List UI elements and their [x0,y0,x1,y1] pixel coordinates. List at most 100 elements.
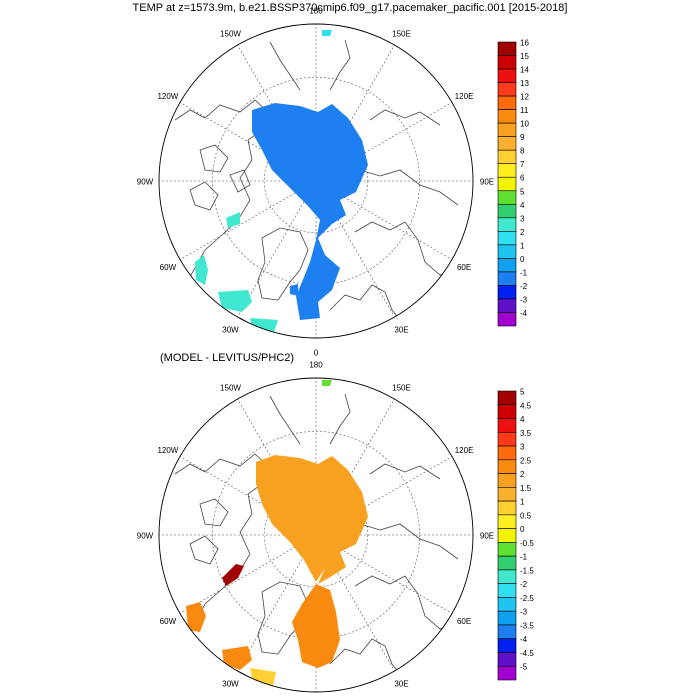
longitude-label: 150E [392,29,411,38]
top-map-boundary [158,23,474,339]
top-longitude-labels: 180 150E 120E 90E 60E 30E 0 30W 60W 90W 120W 150W [137,7,494,358]
colorbar-swatch [497,41,517,56]
top-region-central-arctic [252,103,368,320]
colorbar-swatch [497,514,517,529]
colorbar-swatch [497,555,517,571]
longitude-label: 90E [480,532,494,541]
colorbar-swatch [497,271,517,286]
colorbar-swatch [497,404,517,419]
longitude-label: 180 [309,361,323,370]
colorbar-label: -0.5 [520,539,534,548]
longitude-label: 150W [220,383,241,392]
colorbar-swatch [497,638,517,653]
colorbar-label: 3.5 [520,429,532,438]
colorbar-label: -2 [520,580,528,589]
colorbar-swatch [497,445,517,461]
latitude-circle [212,431,420,639]
colorbar-label: 8 [520,147,525,156]
colorbar-swatch [497,431,517,447]
colorbar-swatch [497,597,517,612]
longitude-label: 150W [220,29,241,38]
colorbar-swatch [497,459,517,474]
colorbar-swatch [497,473,517,488]
longitude-label: 150E [392,383,411,392]
longitude-label: 30E [394,680,408,689]
colorbar-swatch [497,285,517,300]
longitude-label: 30W [222,326,239,335]
colorbar-swatch [497,542,517,557]
colorbar-swatch [497,68,517,83]
longitude-label: 90W [137,532,154,541]
bottom-region-labrador-south [222,646,252,670]
longitude-label: 30E [394,326,408,335]
colorbar-label: 5 [520,388,525,397]
colorbar-label: 0 [520,255,525,264]
colorbar-swatch [497,231,517,246]
colorbar-swatch [497,500,517,516]
longitude-label: 120W [157,446,178,455]
colorbar-label: -4.5 [520,649,534,658]
longitude-label: 180 [309,7,323,16]
colorbar-swatch [497,136,517,151]
top-polar-map: 180 150E 120E 90E 60E 30E 0 30W 60W 90W 120W 150W [137,7,494,358]
colorbar-swatch [497,610,517,626]
colorbar-swatch [497,203,517,219]
colorbar-label: 4 [520,201,525,210]
longitude-label: 60W [160,617,177,626]
colorbar-label: 0 [520,525,525,534]
colorbar-swatch [497,95,517,110]
bottom-map-boundary [158,377,474,693]
colorbar-label: -3 [520,295,528,304]
colorbar-label: 11 [520,106,529,115]
colorbar-label: 3 [520,214,525,223]
colorbar-label: 1 [520,241,525,250]
difference-title: (MODEL - LEVITUS/PHC2) [160,352,295,364]
longitude-label: 90E [480,178,494,187]
colorbar-label: 1 [520,498,525,507]
longitude-label: 0 [314,349,319,358]
colorbar-swatch [497,149,517,165]
colorbar-label: 4 [520,415,525,424]
colorbar-label: -4 [520,309,528,318]
colorbar-label: -3.5 [520,621,534,630]
bottom-colorbar: 5 4.5 4 3.5 3 2.5 2 1.5 1 0.5 0 -0.5 -1 -1.5 -2 -2.5 -3 -… [497,388,534,681]
colorbar-label: 2 [520,228,525,237]
colorbar-swatch [497,122,517,137]
colorbar-label: -1.5 [520,566,534,575]
latitude-circle [263,128,369,234]
colorbar-label: 7 [520,160,525,169]
colorbar-label: -1 [520,268,528,277]
colorbar-swatch [497,418,517,433]
colorbar-label: 13 [520,79,529,88]
colorbar-swatch [497,190,517,205]
longitude-label: 120E [455,92,474,101]
colorbar-swatch [497,665,517,681]
colorbar-swatch [497,258,517,273]
colorbar-label: 10 [520,120,529,129]
colorbar-swatch [497,109,517,124]
colorbar-swatch [497,487,517,502]
colorbar-label: 9 [520,133,525,142]
bottom-data-field [186,380,368,690]
colorbar-swatch [497,298,517,313]
colorbar-swatch [497,390,517,406]
bottom-region-central-arctic [256,455,368,584]
colorbar-swatch [497,163,517,178]
longitude-label: 120W [157,92,178,101]
colorbar-label: 4.5 [520,401,532,410]
latitude-circle [212,77,420,285]
bottom-region-labrador-patch [186,602,206,632]
top-region-small-patch [290,284,298,296]
colorbar-label: 2 [520,470,525,479]
colorbar-label: 12 [520,93,529,102]
colorbar-label: 3 [520,443,525,452]
colorbar-label: -5 [520,663,528,672]
colorbar-swatch [497,652,517,667]
colorbar-swatch [497,528,517,543]
colorbar-label: -2 [520,282,528,291]
top-region-baffin-patch [226,212,240,228]
colorbar-label: -2.5 [520,594,534,603]
